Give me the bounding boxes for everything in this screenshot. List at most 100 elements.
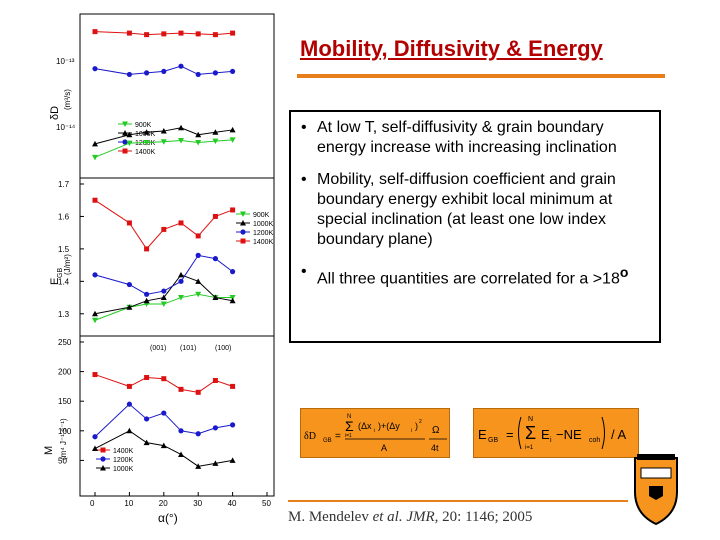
legend-mobility: 1400K 1200K 1000K bbox=[96, 447, 134, 473]
data-point-1400K bbox=[92, 372, 98, 378]
panel-diffusivity: 10⁻¹³ 10⁻¹⁴ δD (m³/s) 900K1000K1200K1400… bbox=[49, 13, 275, 179]
f1-sigma: Σ bbox=[345, 418, 354, 434]
formula-diffusivity: δD GB = N Σ i=1 (Δx i )+(Δy i ) 2 A Ω 4t bbox=[300, 408, 450, 458]
data-point-1200K bbox=[126, 281, 132, 288]
legend-marker-1400K bbox=[240, 238, 246, 244]
data-point-1200K bbox=[178, 63, 184, 69]
data-point-1200K bbox=[212, 425, 218, 431]
data-point-1000K bbox=[160, 128, 167, 134]
legend-label-900K: 900K bbox=[135, 122, 152, 129]
f1-sq: 2 bbox=[419, 419, 422, 425]
bullet-text: Mobility, self-diffusion coefficient and… bbox=[317, 171, 616, 248]
f2-sigma: Σ bbox=[525, 423, 536, 443]
data-point-1000K bbox=[229, 297, 236, 304]
series-line-1200K bbox=[94, 254, 233, 295]
citation-author: M. Mendelev bbox=[288, 509, 373, 525]
legend-label-1000K: 1000K bbox=[253, 221, 274, 228]
yticks-energy: 1.7 1.6 1.5 1.4 1.3 bbox=[58, 180, 84, 319]
data-point-1000K bbox=[126, 427, 133, 434]
f1-plus: )+(Δy bbox=[378, 421, 400, 431]
annotation-001: (001) bbox=[150, 345, 166, 352]
f1-sub-i2: i bbox=[411, 428, 412, 434]
data-point-1200K bbox=[195, 71, 201, 78]
xtick-label: 20 bbox=[159, 499, 168, 508]
plot-mobility bbox=[92, 372, 236, 469]
ylabel-energy-sub: GB bbox=[57, 268, 64, 278]
f1-lhs-sub: GB bbox=[323, 438, 332, 444]
ylabel-mobility: M bbox=[43, 446, 55, 455]
data-point-1200K bbox=[92, 434, 98, 440]
data-point-1000K bbox=[195, 278, 202, 284]
series-line-1000K bbox=[94, 430, 233, 467]
legend-marker-1400K bbox=[122, 148, 128, 154]
data-point-1400K bbox=[178, 220, 184, 226]
data-point-1400K bbox=[161, 31, 167, 37]
series-line-1400K bbox=[94, 31, 233, 36]
data-point-1000K bbox=[143, 129, 150, 135]
data-point-1400K bbox=[92, 197, 98, 203]
data-point-1000K bbox=[126, 131, 133, 138]
data-point-1400K bbox=[230, 30, 236, 36]
data-point-1400K bbox=[212, 32, 218, 38]
f2-sum-bottom: i=1 bbox=[525, 445, 534, 451]
data-point-1400K bbox=[178, 386, 184, 392]
plot-energy bbox=[92, 197, 236, 324]
series-line-1200K bbox=[94, 65, 233, 75]
series-line-1400K bbox=[94, 374, 233, 393]
bullet-symbol: • bbox=[301, 263, 307, 280]
f2-sum-top: N bbox=[528, 416, 533, 423]
data-point-1400K bbox=[144, 32, 150, 38]
bullet-list: • At low T, self-diffusivity & grain boun… bbox=[291, 112, 659, 289]
ytick-diff-1: 10⁻¹⁴ bbox=[56, 123, 76, 132]
legend-marker-900K bbox=[240, 211, 246, 217]
f1-sum-bottom: i=1 bbox=[345, 433, 352, 439]
data-point-900K bbox=[126, 140, 133, 147]
data-point-900K bbox=[212, 138, 219, 145]
data-point-1400K bbox=[195, 31, 201, 37]
data-point-1000K bbox=[212, 460, 219, 466]
legend-marker-1400K bbox=[100, 447, 106, 453]
data-point-1000K bbox=[178, 451, 184, 457]
citation: M. Mendelev et al. JMR, 20: 1146; 2005 bbox=[288, 509, 532, 526]
bullet-box: • At low T, self-diffusivity & grain boun… bbox=[289, 110, 661, 343]
data-point-1400K bbox=[195, 233, 201, 239]
series-line-1200K bbox=[94, 403, 233, 438]
xticks-mobility: 0 10 20 30 40 50 bbox=[90, 492, 271, 508]
ytick-label: 1.5 bbox=[58, 245, 70, 254]
data-point-1000K bbox=[229, 457, 236, 463]
data-point-1200K bbox=[126, 71, 132, 78]
legend-marker-1000K bbox=[240, 220, 246, 226]
bullet-item: • At low T, self-diffusivity & grain boun… bbox=[299, 118, 651, 158]
data-point-900K bbox=[160, 301, 167, 308]
data-point-1000K bbox=[92, 140, 98, 147]
data-point-1000K bbox=[92, 445, 98, 452]
ytick-label: 200 bbox=[58, 368, 72, 377]
data-point-1000K bbox=[212, 294, 219, 301]
legend-label-900K: 900K bbox=[253, 212, 270, 219]
data-point-1000K bbox=[195, 131, 202, 138]
data-point-1200K bbox=[230, 422, 236, 428]
data-point-1400K bbox=[161, 226, 167, 232]
f2-lhs-sub: GB bbox=[488, 437, 498, 444]
data-point-1200K bbox=[230, 269, 236, 275]
data-point-1200K bbox=[92, 66, 98, 72]
data-point-1000K bbox=[229, 126, 236, 133]
data-point-1000K bbox=[160, 442, 167, 449]
f1-term: (Δx bbox=[358, 421, 372, 431]
data-point-1200K bbox=[178, 428, 184, 434]
data-point-1400K bbox=[230, 383, 236, 389]
data-point-1400K bbox=[126, 220, 132, 226]
data-point-1200K bbox=[161, 288, 167, 294]
title-underline-rule bbox=[297, 74, 665, 78]
data-point-1400K bbox=[178, 30, 184, 36]
data-point-1200K bbox=[92, 272, 98, 278]
data-point-1400K bbox=[230, 207, 236, 213]
ylabel-energy-note: (J/m²) bbox=[63, 254, 72, 275]
panel-mobility: 250 200 150 100 50 0 10 20 30 40 50 M (m⁴ J⁻¹ s⁻¹… bbox=[43, 335, 275, 525]
xlabel-mobility: α(°) bbox=[158, 511, 178, 525]
data-point-900K bbox=[195, 139, 202, 146]
data-point-1400K bbox=[126, 383, 132, 389]
xtick-label: 50 bbox=[262, 499, 271, 508]
legend-label-1200K: 1200K bbox=[113, 457, 134, 464]
